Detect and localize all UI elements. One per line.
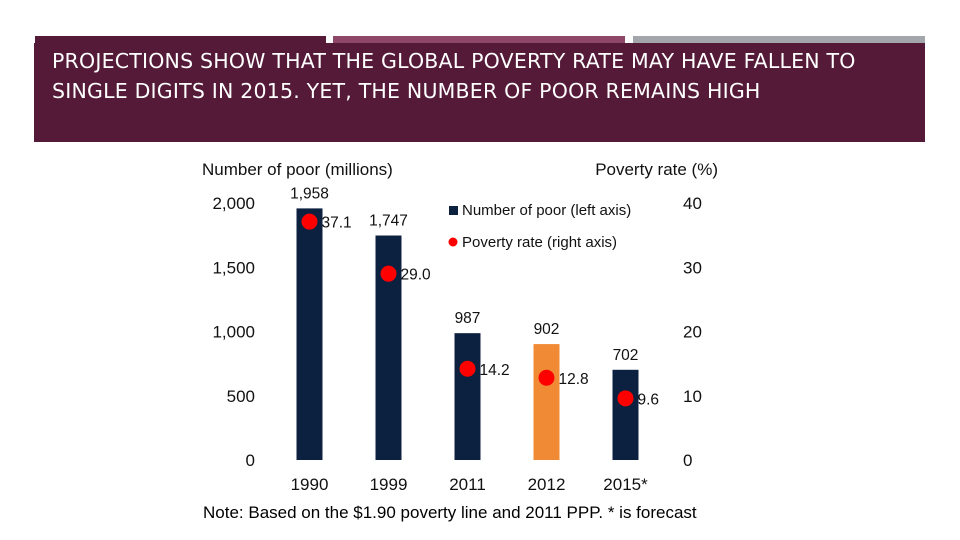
bar-value-label: 702: [613, 347, 639, 364]
slide-title: PROJECTIONS SHOW THAT THE GLOBAL POVERTY…: [52, 49, 856, 103]
rate-value-label: 12.8: [559, 371, 589, 388]
rate-value-label: 37.1: [322, 215, 352, 232]
left-tick-label: 1,000: [212, 323, 255, 342]
category-label: 2012: [528, 475, 566, 494]
rate-point-2012: [538, 369, 555, 386]
category-label: 1990: [291, 475, 329, 494]
rate-point-2011: [459, 360, 476, 377]
legend-dot-swatch: [448, 237, 458, 247]
bar-1990: [296, 208, 323, 460]
left-axis-title: Number of poor (millions): [202, 160, 393, 179]
title-band: PROJECTIONS SHOW THAT THE GLOBAL POVERTY…: [34, 43, 925, 142]
rate-value-label: 9.6: [638, 391, 660, 408]
category-label: 1999: [370, 475, 408, 494]
bar-value-label: 1,747: [369, 213, 408, 230]
right-tick-label: 0: [683, 451, 692, 470]
right-tick-label: 40: [683, 194, 702, 213]
right-tick-label: 10: [683, 387, 702, 406]
bar-2015-forecast: [612, 369, 639, 460]
left-tick-label: 2,000: [212, 194, 255, 213]
legend-bar-swatch: [449, 206, 458, 215]
left-tick-label: 1,500: [212, 258, 255, 277]
rate-point-2015-forecast: [617, 390, 634, 407]
right-tick-label: 30: [683, 258, 702, 277]
accent-bar-3: [633, 36, 925, 43]
category-label: 2011: [449, 475, 486, 494]
legend-bar-label: Number of poor (left axis): [462, 202, 631, 219]
bar-value-label: 987: [455, 310, 481, 327]
rate-point-1999: [380, 265, 397, 282]
accent-bar-2: [333, 36, 625, 43]
chart-note: Note: Based on the $1.90 poverty line an…: [203, 503, 697, 522]
bar-2012: [533, 344, 560, 460]
legend-dot-label: Poverty rate (right axis): [462, 234, 617, 251]
rate-value-label: 29.0: [401, 267, 432, 284]
bar-value-label: 902: [534, 321, 560, 338]
accent-bar-1: [35, 36, 326, 43]
left-tick-label: 0: [246, 451, 255, 470]
bar-value-label: 1,958: [290, 185, 329, 202]
category-label: 2015*: [603, 475, 648, 494]
bar-2011: [454, 333, 481, 460]
rate-point-1990: [301, 213, 318, 230]
rate-value-label: 14.2: [480, 362, 510, 379]
right-tick-label: 20: [683, 323, 702, 342]
left-tick-label: 500: [227, 387, 255, 406]
right-axis-title: Poverty rate (%): [595, 160, 718, 179]
